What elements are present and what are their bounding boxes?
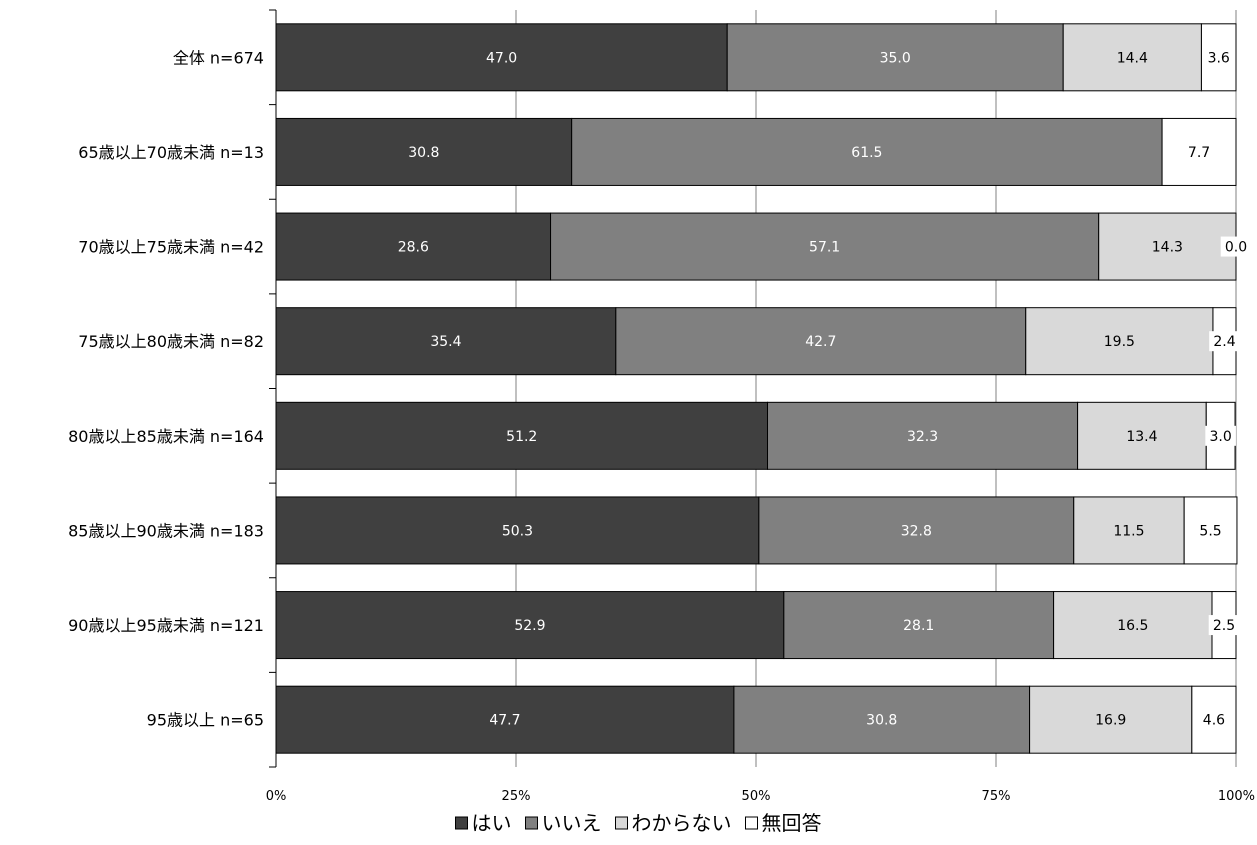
legend-swatch: [745, 816, 758, 830]
bar-segment: [726, 23, 1064, 92]
data-label: 0.0: [1225, 240, 1247, 256]
bar-segment: [1025, 307, 1214, 376]
axes: 全体 n=674 65歳以上70歳未満 n=13 70歳以上75歳未満 n=42 75…: [68, 9, 1255, 804]
legend-label: わからない: [632, 811, 732, 835]
data-label: 35.4: [430, 334, 461, 350]
data-label: 4.6: [1203, 713, 1225, 729]
legend-swatch: [455, 816, 468, 830]
data-label: 14.4: [1117, 50, 1148, 66]
bar-segment: [1029, 685, 1193, 754]
bar-segment: [615, 307, 1027, 376]
bar-segment: [275, 401, 769, 470]
data-label: 32.3: [907, 429, 938, 445]
category-label: 65歳以上70歳未満 n=13: [78, 143, 264, 162]
bar-segment: [758, 496, 1075, 565]
bars: [275, 23, 1238, 754]
x-tick-label: 50%: [742, 789, 771, 804]
data-label: 11.5: [1113, 523, 1144, 539]
data-label: 30.8: [408, 145, 439, 161]
data-label: 13.4: [1126, 429, 1157, 445]
bar-segment: [550, 212, 1100, 281]
data-label: 61.5: [851, 145, 882, 161]
bar-segment: [1098, 212, 1237, 281]
data-label-bg: [1209, 331, 1240, 352]
bar-segment: [1077, 401, 1207, 470]
legend-label: はい: [472, 811, 512, 835]
bar-segment: [783, 591, 1055, 660]
data-label: 14.3: [1152, 240, 1183, 256]
bar-segment: [275, 685, 735, 754]
bar-segment: [1161, 117, 1237, 186]
category-label: 80歳以上85歳未満 n=164: [68, 427, 264, 446]
bar-segment: [1062, 23, 1202, 92]
bar-segment: [275, 591, 785, 660]
legend-swatch: [615, 816, 628, 830]
data-label: 47.7: [489, 713, 520, 729]
category-label: 75歳以上80歳未満 n=82: [78, 332, 264, 351]
data-label: 51.2: [506, 429, 537, 445]
category-label: 95歳以上 n=65: [147, 711, 264, 730]
bar-segment: [571, 117, 1163, 186]
data-label: 3.0: [1210, 429, 1232, 445]
legend-swatch: [525, 816, 538, 830]
data-label: 19.5: [1104, 334, 1135, 350]
data-label-bg: [1220, 236, 1252, 257]
data-label: 7.7: [1188, 145, 1210, 161]
bar-segment: [275, 23, 728, 92]
data-label: 2.4: [1213, 334, 1235, 350]
data-label: 28.1: [903, 618, 934, 634]
data-label: 3.6: [1208, 50, 1230, 66]
bar-segment: [1053, 591, 1213, 660]
bar-segment: [1200, 23, 1237, 92]
x-tick-label: 0%: [266, 789, 287, 804]
x-tick-label: 75%: [982, 789, 1011, 804]
data-label: 30.8: [866, 713, 897, 729]
bar-segment: [1191, 685, 1237, 754]
bar-segment: [1183, 496, 1238, 565]
category-label: 全体 n=674: [173, 48, 264, 67]
data-label: 50.3: [502, 523, 533, 539]
data-labels: 47.0 35.0 14.4 3.6 30.8 61.5 7.7 28.6 57.1 14.3 0.…: [398, 50, 1252, 729]
data-label: 16.5: [1117, 618, 1148, 634]
legend-label: 無回答: [762, 811, 822, 835]
data-label: 2.5: [1213, 618, 1235, 634]
data-label: 52.9: [514, 618, 545, 634]
data-label-bg: [1205, 425, 1236, 446]
data-label: 5.5: [1199, 523, 1221, 539]
data-label: 57.1: [809, 240, 840, 256]
bar-segment: [767, 401, 1079, 470]
legend-label: いいえ: [542, 811, 602, 835]
data-label: 28.6: [398, 240, 429, 256]
x-tick-label: 25%: [502, 789, 531, 804]
bar-segment: [1073, 496, 1185, 565]
category-label: 85歳以上90歳未満 n=183: [68, 521, 264, 540]
data-label: 47.0: [486, 50, 517, 66]
legend: はい いいえ わからない 無回答: [455, 811, 822, 835]
x-tick-label: 100%: [1218, 789, 1255, 804]
data-label: 35.0: [880, 50, 911, 66]
data-label: 42.7: [805, 334, 836, 350]
category-label: 90歳以上95歳未満 n=121: [68, 616, 264, 635]
data-label: 16.9: [1095, 713, 1126, 729]
data-label: 32.8: [901, 523, 932, 539]
data-label-bg: [1208, 615, 1240, 636]
category-label: 70歳以上75歳未満 n=42: [78, 238, 264, 257]
bar-segment: [275, 496, 760, 565]
